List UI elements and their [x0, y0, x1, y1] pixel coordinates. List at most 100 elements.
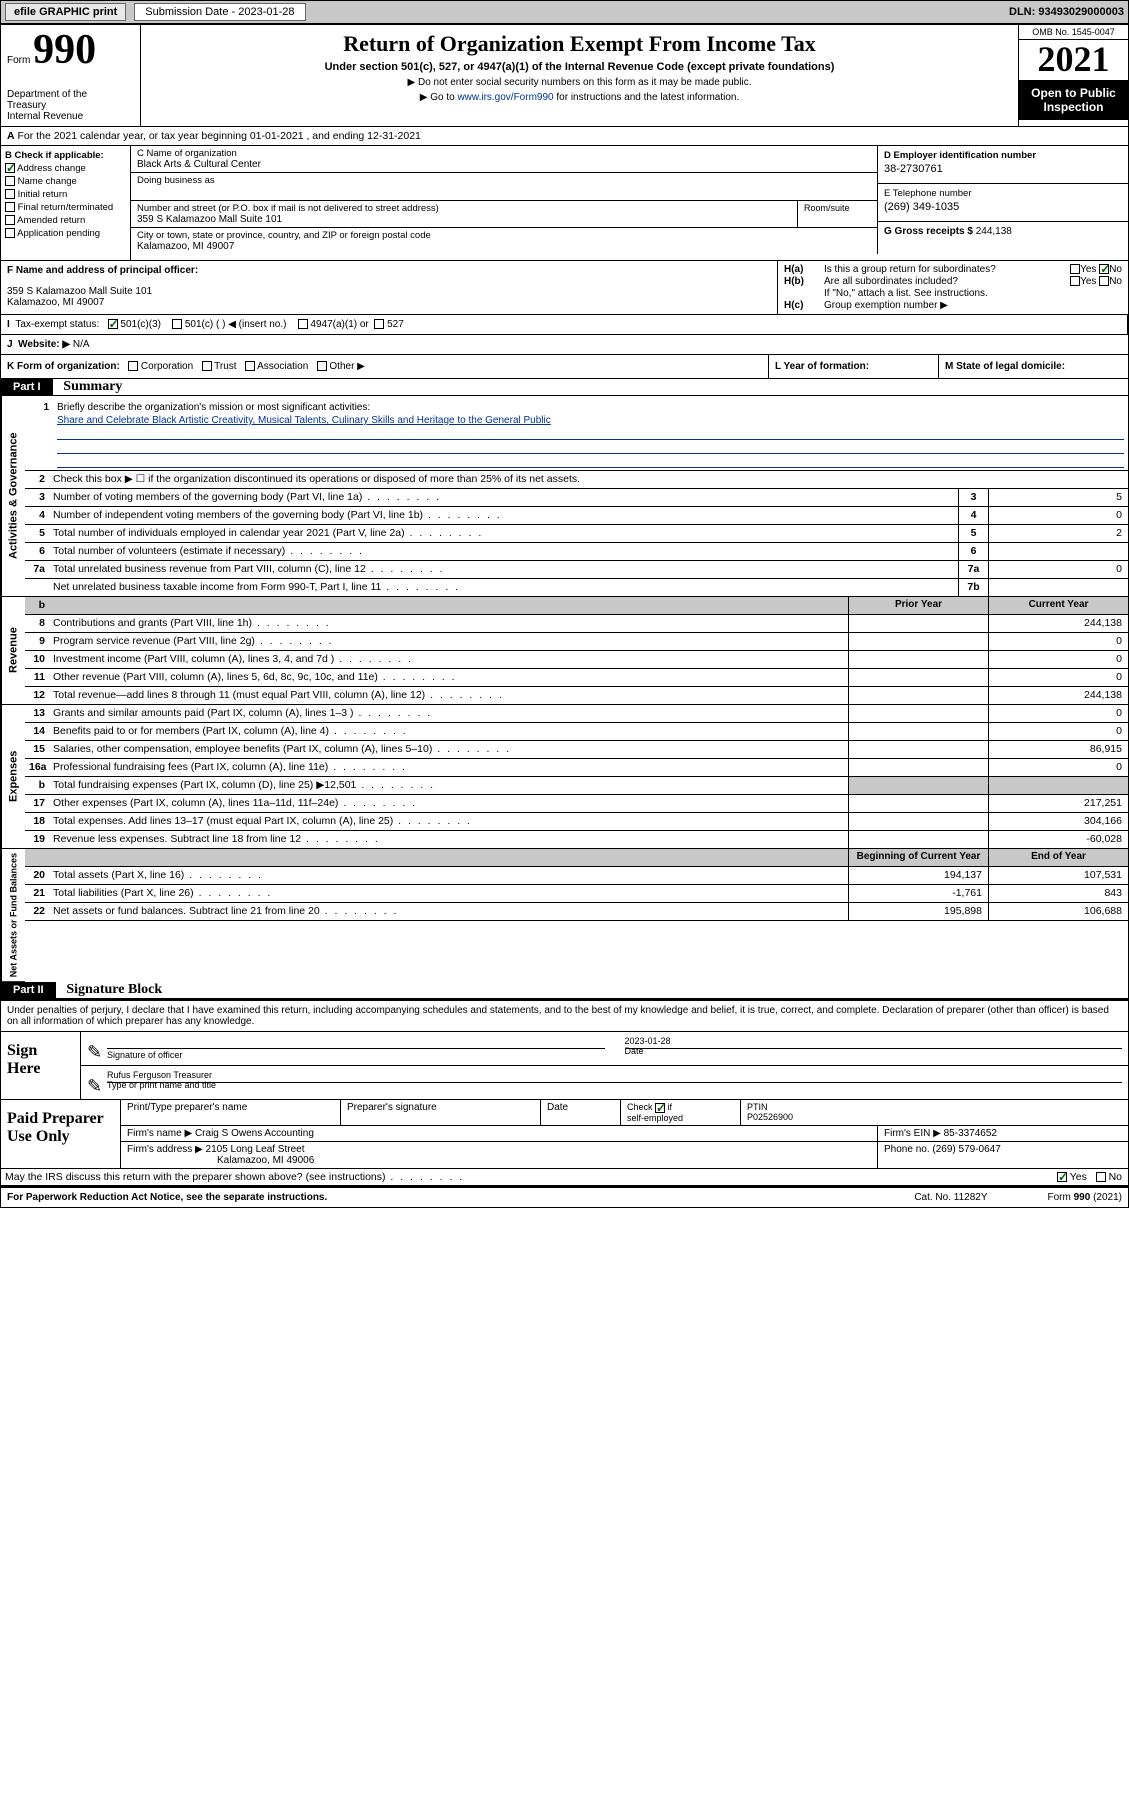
table-row: 6Total number of volunteers (estimate if…	[25, 543, 1128, 561]
hb-note: If "No," attach a list. See instructions…	[824, 288, 1122, 299]
ein-label: D Employer identification number	[884, 150, 1036, 161]
part-ii-header: Part II Signature Block	[1, 982, 1128, 999]
table-row: 21Total liabilities (Part X, line 26)-1,…	[25, 885, 1128, 903]
officer-signature-line[interactable]: Signature of officer	[107, 1048, 605, 1063]
m-label: M State of legal domicile:	[945, 361, 1065, 372]
summary: Activities & Governance 1 Briefly descri…	[1, 396, 1128, 597]
table-row: 9Program service revenue (Part VIII, lin…	[25, 633, 1128, 651]
check-initial-return[interactable]	[5, 189, 15, 199]
firm-ein: 85-3374652	[944, 1128, 997, 1139]
boc-header: Beginning of Current Year	[848, 849, 988, 866]
section-deg: D Employer identification number 38-2730…	[878, 146, 1128, 260]
prior-year-header: Prior Year	[848, 597, 988, 614]
paperwork-notice: For Paperwork Reduction Act Notice, see …	[7, 1192, 327, 1203]
hb-no[interactable]	[1099, 276, 1109, 286]
section-b: B Check if applicable: Address change Na…	[1, 146, 131, 260]
check-app-pending[interactable]	[5, 228, 15, 238]
phone-value: (269) 349-1035	[884, 201, 1122, 213]
hb-yes[interactable]	[1070, 276, 1080, 286]
hb-text: Are all subordinates included?	[824, 276, 1022, 287]
tab-revenue: Revenue	[1, 597, 25, 705]
check-name-change[interactable]	[5, 176, 15, 186]
table-row: bTotal fundraising expenses (Part IX, co…	[25, 777, 1128, 795]
dln-label: DLN: 93493029000003	[1009, 6, 1124, 18]
cat-no: Cat. No. 11282Y	[914, 1192, 987, 1203]
check-4947[interactable]	[298, 319, 308, 329]
table-row: 22Net assets or fund balances. Subtract …	[25, 903, 1128, 921]
topbar: efile GRAPHIC print Submission Date - 20…	[0, 0, 1129, 24]
ha-yes[interactable]	[1070, 264, 1080, 274]
paid-preparer-label: Paid Preparer Use Only	[1, 1100, 121, 1168]
may-irs-text: May the IRS discuss this return with the…	[1, 1169, 978, 1185]
table-row: 7aTotal unrelated business revenue from …	[25, 561, 1128, 579]
addr-value: 359 S Kalamazoo Mall Suite 101	[137, 214, 791, 225]
gross-value: 244,138	[976, 226, 1012, 237]
check-other[interactable]	[317, 361, 327, 371]
table-row: 3Number of voting members of the governi…	[25, 489, 1128, 507]
check-501c[interactable]	[172, 319, 182, 329]
city-label: City or town, state or province, country…	[137, 230, 871, 241]
ha-label: H(a)	[784, 264, 824, 275]
table-row: 5Total number of individuals employed in…	[25, 525, 1128, 543]
table-row: 16aProfessional fundraising fees (Part I…	[25, 759, 1128, 777]
form-header: Form 990 Department of theTreasuryIntern…	[1, 25, 1128, 127]
check-self-employed[interactable]: Check ifself-employed	[621, 1100, 741, 1125]
note-ssn: ▶ Do not enter social security numbers o…	[149, 77, 1010, 88]
may-irs-yes[interactable]	[1057, 1172, 1067, 1182]
prep-name-label: Print/Type preparer's name	[121, 1100, 341, 1125]
officer-addr1: 359 S Kalamazoo Mall Suite 101	[7, 286, 771, 297]
check-501c3[interactable]	[108, 319, 118, 329]
officer-name-line: Rufus Ferguson Treasurer Type or print n…	[107, 1082, 1122, 1097]
table-row: 4Number of independent voting members of…	[25, 507, 1128, 525]
sign-here-label: Sign Here	[1, 1032, 81, 1099]
sign-date-line: 2023-01-28 Date	[625, 1048, 1123, 1063]
department-label: Department of theTreasuryInternal Revenu…	[7, 89, 134, 122]
note-link: ▶ Go to www.irs.gov/Form990 for instruct…	[149, 92, 1010, 103]
table-row: 19Revenue less expenses. Subtract line 1…	[25, 831, 1128, 849]
officer-addr2: Kalamazoo, MI 49007	[7, 297, 771, 308]
section-h: H(a) Is this a group return for subordin…	[778, 261, 1128, 314]
check-final-return[interactable]	[5, 202, 15, 212]
form-number: 990	[33, 27, 96, 73]
q2-num: 2	[25, 471, 49, 488]
check-amended[interactable]	[5, 215, 15, 225]
l-label: L Year of formation:	[775, 361, 869, 372]
prep-date-label: Date	[541, 1100, 621, 1125]
part-i-header: Part I Summary	[1, 379, 1128, 396]
current-year-header: Current Year	[988, 597, 1128, 614]
hc-label: H(c)	[784, 300, 824, 311]
firm-name: Craig S Owens Accounting	[195, 1128, 314, 1139]
city-value: Kalamazoo, MI 49007	[137, 241, 871, 252]
table-row: 14Benefits paid to or for members (Part …	[25, 723, 1128, 741]
table-row: 12Total revenue—add lines 8 through 11 (…	[25, 687, 1128, 705]
check-trust[interactable]	[202, 361, 212, 371]
eoy-header: End of Year	[988, 849, 1128, 866]
tab-expenses: Expenses	[1, 705, 25, 849]
may-irs-no[interactable]	[1096, 1172, 1106, 1182]
table-row: 13Grants and similar amounts paid (Part …	[25, 705, 1128, 723]
hb-label: H(b)	[784, 276, 824, 287]
line-a: A For the 2021 calendar year, or tax yea…	[1, 127, 1128, 146]
section-i: I Tax-exempt status: 501(c)(3) 501(c) ( …	[1, 315, 1128, 335]
mission-text: Share and Celebrate Black Artistic Creat…	[57, 415, 551, 426]
check-corp[interactable]	[128, 361, 138, 371]
irs-link[interactable]: www.irs.gov/Form990	[457, 92, 553, 103]
pen-icon: ✎	[87, 1068, 107, 1097]
ha-no[interactable]	[1099, 264, 1109, 274]
check-address-change[interactable]	[5, 163, 15, 173]
gross-label: G Gross receipts $	[884, 226, 973, 237]
signature-block: Under penalties of perjury, I declare th…	[1, 999, 1128, 1187]
declaration-text: Under penalties of perjury, I declare th…	[1, 1001, 1128, 1032]
section-f: F Name and address of principal officer:…	[1, 261, 778, 314]
prep-phone: (269) 579-0647	[932, 1144, 1000, 1155]
tab-net-assets: Net Assets or Fund Balances	[1, 849, 25, 982]
firm-addr: 2105 Long Leaf Street	[206, 1144, 305, 1155]
table-row: 20Total assets (Part X, line 16)194,1371…	[25, 867, 1128, 885]
org-name: Black Arts & Cultural Center	[137, 159, 871, 170]
check-assoc[interactable]	[245, 361, 255, 371]
q1-text: Briefly describe the organization's miss…	[53, 400, 1124, 415]
efile-print-button[interactable]: efile GRAPHIC print	[5, 3, 126, 21]
section-klm: K Form of organization: Corporation Trus…	[1, 355, 1128, 379]
check-527[interactable]	[374, 319, 384, 329]
form-label: Form	[7, 55, 30, 66]
